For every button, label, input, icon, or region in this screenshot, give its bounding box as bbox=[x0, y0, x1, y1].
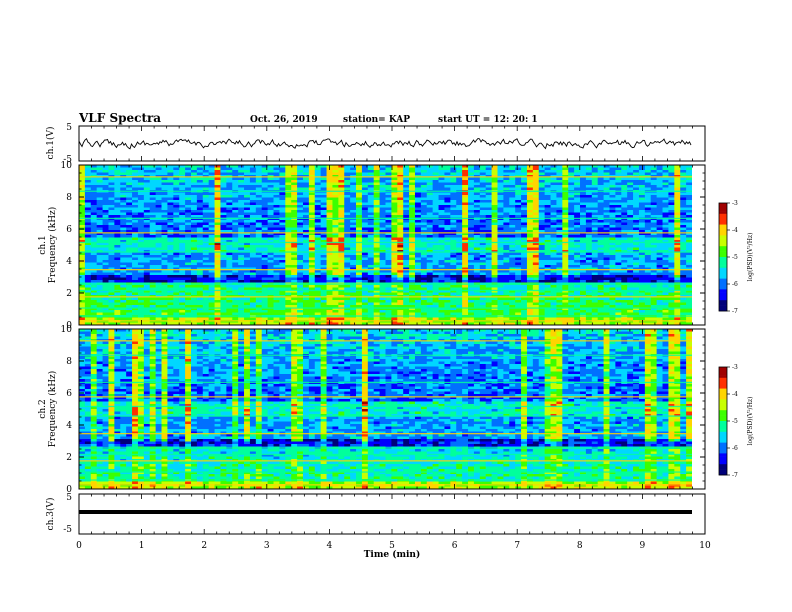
x-tick-label: 4 bbox=[327, 541, 333, 551]
ch1-colorbar: -3 -4 -5 -6 -7 log(PSD)(V²/Hz) bbox=[718, 200, 754, 315]
ch1-spectrogram-ylabel: Frequency (kHz) bbox=[47, 207, 58, 284]
start-time-label: start UT = 12: 20: 1 bbox=[438, 115, 538, 125]
ch1-waveform-panel: 5 -5 ch.1(V) bbox=[45, 123, 706, 165]
spectrogram-ytick: 6 bbox=[66, 225, 72, 235]
spectrogram-ytick: 4 bbox=[66, 421, 72, 431]
ch2-colorbar: -3 -4 -5 -6 -7 log(PSD)(V²/Hz) bbox=[718, 364, 754, 479]
spectrogram-ytick: 8 bbox=[66, 357, 72, 367]
spectrogram-ytick: 10 bbox=[61, 161, 73, 171]
spectrogram-ytick: 10 bbox=[61, 325, 73, 335]
station-label: station= KAP bbox=[343, 115, 410, 125]
spectrogram-ytick: 4 bbox=[66, 257, 72, 267]
x-tick-label: 0 bbox=[76, 541, 82, 551]
colorbar-tick: -6 bbox=[732, 281, 738, 288]
x-tick-label: 2 bbox=[201, 541, 207, 551]
x-tick-label: 9 bbox=[640, 541, 646, 551]
figure-title: VLF Spectra bbox=[78, 111, 161, 125]
ch1-spectrogram-image bbox=[79, 165, 705, 326]
spectrogram-ytick: 0 bbox=[66, 485, 72, 495]
colorbar-tick: -7 bbox=[732, 472, 738, 479]
colorbar-tick: -4 bbox=[732, 227, 738, 234]
spectrogram-ytick: 0 bbox=[66, 321, 72, 331]
colorbar-tick: -3 bbox=[732, 200, 738, 207]
ch1-spectrogram-panel: ch.1 Frequency (kHz) bbox=[38, 164, 706, 326]
spectrogram-ytick: 2 bbox=[66, 289, 72, 299]
x-tick-label: 5 bbox=[389, 541, 395, 551]
colorbar-tick: -4 bbox=[732, 391, 738, 398]
colorbar-label: log(PSD)(V²/Hz) bbox=[747, 397, 754, 446]
x-axis-label: Time (min) bbox=[364, 549, 421, 560]
ch1-ylabel: ch.1(V) bbox=[45, 127, 56, 160]
ch3-ytick-top: 5 bbox=[66, 493, 72, 503]
colorbar-tick: -5 bbox=[732, 418, 738, 425]
ch2-spectrogram-ylabel: Frequency (kHz) bbox=[47, 371, 58, 448]
x-tick-label: 8 bbox=[577, 541, 583, 551]
x-tick-label: 6 bbox=[452, 541, 458, 551]
colorbar-tick: -3 bbox=[732, 364, 738, 371]
ch3-ylabel: ch.3(V) bbox=[45, 498, 56, 531]
spectrogram-ytick: 8 bbox=[66, 193, 72, 203]
x-tick-label: 3 bbox=[264, 541, 270, 551]
ch2-spectrogram-channel-label: ch.2 bbox=[38, 399, 48, 418]
colorbar-tick: -6 bbox=[732, 445, 738, 452]
spectrogram-ytick: 6 bbox=[66, 389, 72, 399]
ch2-spectrogram-panel: ch.2 Frequency (kHz) bbox=[38, 328, 706, 490]
x-tick-label: 10 bbox=[699, 541, 711, 551]
colorbar-label: log(PSD)(V²/Hz) bbox=[747, 233, 754, 282]
x-tick-label: 1 bbox=[139, 541, 145, 551]
ch3-ytick-bottom: -5 bbox=[63, 525, 72, 535]
ch1-waveform-trace bbox=[78, 137, 692, 150]
ch1-ytick-bottom: -5 bbox=[63, 155, 72, 165]
x-tick-label: 7 bbox=[514, 541, 520, 551]
colorbar-tick: -7 bbox=[732, 308, 738, 315]
spectrogram-ytick: 2 bbox=[66, 453, 72, 463]
ch1-spectrogram-channel-label: ch.1 bbox=[38, 235, 48, 254]
colorbar-tick: -5 bbox=[732, 254, 738, 261]
ch2-spectrogram-image bbox=[79, 329, 705, 490]
date-label: Oct. 26, 2019 bbox=[250, 115, 318, 125]
ch3-waveform-panel: 5 -5 ch.3(V) bbox=[45, 493, 706, 535]
ch1-ytick-top: 5 bbox=[66, 123, 72, 133]
